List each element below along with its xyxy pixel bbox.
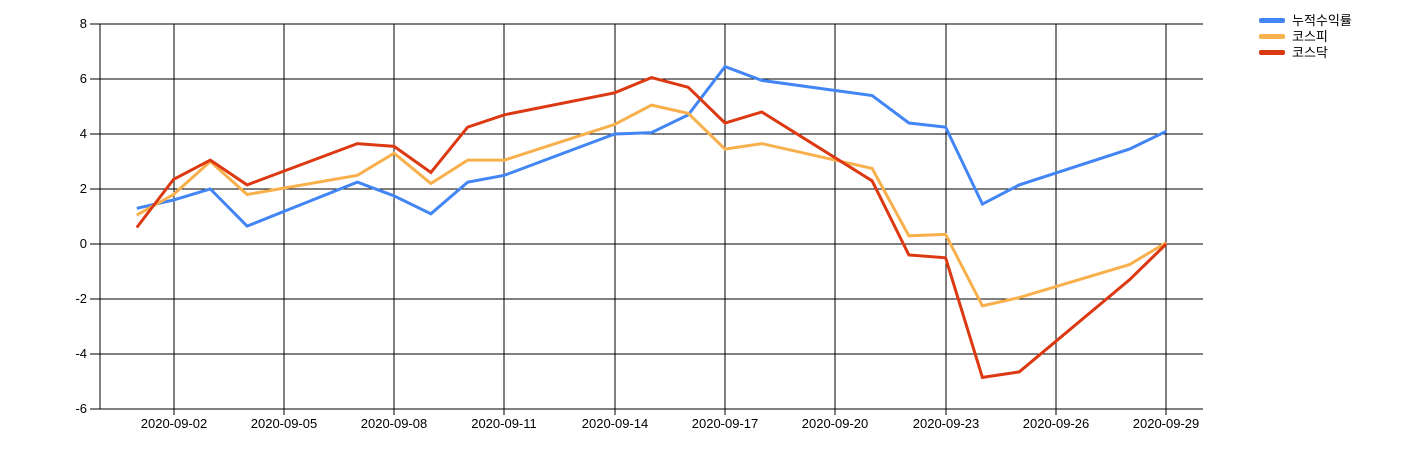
x-axis-tick-label: 2020-09-20 [802,416,869,431]
x-axis-tick-label: 2020-09-05 [251,416,318,431]
x-axis-tick-label: 2020-09-11 [471,416,537,431]
legend-label-cumulative-return: 누적수익률 [1292,13,1352,28]
legend-swatch-kospi [1259,34,1285,39]
y-axis-tick-label: -6 [75,401,87,416]
x-axis-tick-label: 2020-09-08 [361,416,428,431]
legend-item-cumulative-return: 누적수익률 [1259,13,1352,28]
y-axis-tick-label: 6 [80,71,87,86]
legend-swatch-kosdaq [1259,50,1285,55]
x-axis-tick-label: 2020-09-02 [141,416,208,431]
y-axis-tick-label: 8 [80,16,87,31]
y-axis-tick-label: 0 [80,236,87,251]
legend-swatch-cumulative-return [1259,18,1285,23]
legend-label-kosdaq: 코스닥 [1292,45,1328,60]
y-axis-tick-label: 2 [80,181,87,196]
legend-item-kospi: 코스피 [1259,29,1352,44]
x-axis-tick-label: 2020-09-29 [1133,416,1200,431]
series-line-cumulative-return[interactable] [136,64,1167,228]
x-axis-tick-label: 2020-09-23 [913,416,980,431]
series-line-kosdaq[interactable] [135,76,1168,380]
x-axis-tick-label: 2020-09-26 [1023,416,1090,431]
y-axis-tick-label: -4 [75,346,87,361]
x-axis-tick-label: 2020-09-14 [582,416,649,431]
legend-item-kosdaq: 코스닥 [1259,45,1352,60]
series-line-kospi[interactable] [136,103,1167,308]
y-axis-tick-label: 4 [80,126,87,141]
y-axis-tick-label: -2 [75,291,87,306]
x-axis-tick-label: 2020-09-17 [692,416,759,431]
legend-label-kospi: 코스피 [1292,29,1328,44]
legend: 누적수익률 코스피 코스닥 [1259,13,1352,61]
